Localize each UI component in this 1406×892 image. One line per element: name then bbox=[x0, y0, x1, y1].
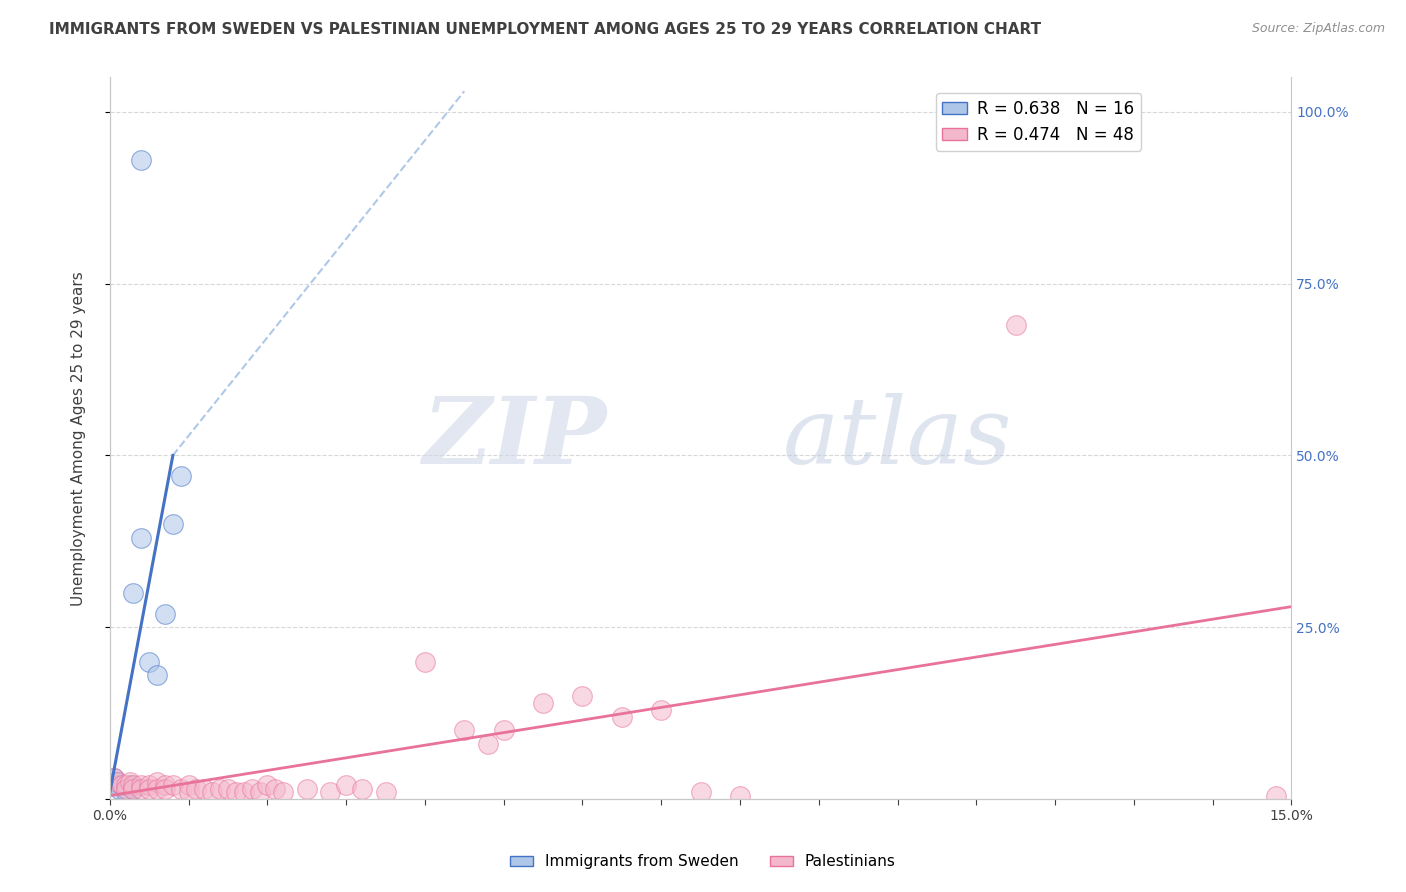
Point bbox=[153, 778, 176, 792]
Point bbox=[571, 689, 593, 703]
Point bbox=[335, 778, 357, 792]
Point bbox=[107, 775, 129, 789]
Point bbox=[374, 785, 396, 799]
Point bbox=[103, 772, 125, 786]
Point bbox=[193, 781, 215, 796]
Point bbox=[728, 789, 751, 803]
Point bbox=[108, 781, 131, 796]
Point bbox=[225, 785, 247, 799]
Point bbox=[162, 517, 184, 532]
Point bbox=[1264, 789, 1286, 803]
Point bbox=[177, 778, 200, 792]
Point bbox=[146, 781, 169, 796]
Point bbox=[118, 778, 141, 792]
Point bbox=[131, 778, 153, 792]
Point bbox=[209, 781, 232, 796]
Legend: Immigrants from Sweden, Palestinians: Immigrants from Sweden, Palestinians bbox=[505, 848, 901, 875]
Point bbox=[122, 781, 145, 796]
Point bbox=[131, 153, 153, 167]
Point bbox=[103, 772, 125, 786]
Text: IMMIGRANTS FROM SWEDEN VS PALESTINIAN UNEMPLOYMENT AMONG AGES 25 TO 29 YEARS COR: IMMIGRANTS FROM SWEDEN VS PALESTINIAN UN… bbox=[49, 22, 1042, 37]
Point bbox=[131, 781, 153, 796]
Point bbox=[122, 781, 145, 796]
Point bbox=[114, 778, 136, 792]
Point bbox=[118, 775, 141, 789]
Point bbox=[217, 781, 239, 796]
Point bbox=[146, 775, 169, 789]
Point bbox=[170, 781, 193, 796]
Point bbox=[138, 781, 160, 796]
Point bbox=[271, 785, 294, 799]
Point bbox=[1004, 318, 1026, 332]
Point bbox=[256, 778, 278, 792]
Point bbox=[111, 778, 134, 792]
Point bbox=[689, 785, 711, 799]
Point bbox=[531, 696, 554, 710]
Point bbox=[105, 775, 128, 789]
Point bbox=[453, 723, 475, 738]
Point bbox=[177, 785, 200, 799]
Point bbox=[107, 778, 129, 792]
Text: atlas: atlas bbox=[783, 393, 1012, 483]
Point bbox=[201, 785, 224, 799]
Point bbox=[413, 655, 436, 669]
Point bbox=[114, 781, 136, 796]
Text: ZIP: ZIP bbox=[422, 393, 606, 483]
Point bbox=[264, 781, 287, 796]
Point bbox=[492, 723, 515, 738]
Point bbox=[162, 778, 184, 792]
Point bbox=[232, 785, 254, 799]
Point bbox=[122, 586, 145, 600]
Point bbox=[114, 785, 136, 799]
Y-axis label: Unemployment Among Ages 25 to 29 years: Unemployment Among Ages 25 to 29 years bbox=[72, 271, 86, 606]
Point bbox=[146, 668, 169, 682]
Text: Source: ZipAtlas.com: Source: ZipAtlas.com bbox=[1251, 22, 1385, 36]
Point bbox=[138, 655, 160, 669]
Point bbox=[350, 781, 373, 796]
Point bbox=[153, 781, 176, 796]
Point bbox=[111, 778, 134, 792]
Point bbox=[295, 781, 318, 796]
Point bbox=[650, 703, 672, 717]
Point bbox=[186, 781, 208, 796]
Point bbox=[153, 607, 176, 621]
Point bbox=[170, 469, 193, 483]
Point bbox=[240, 781, 263, 796]
Point bbox=[114, 781, 136, 796]
Point bbox=[122, 778, 145, 792]
Point bbox=[138, 778, 160, 792]
Point bbox=[477, 737, 499, 751]
Point bbox=[131, 531, 153, 545]
Legend: R = 0.638   N = 16, R = 0.474   N = 48: R = 0.638 N = 16, R = 0.474 N = 48 bbox=[936, 93, 1142, 151]
Point bbox=[319, 785, 342, 799]
Point bbox=[249, 785, 271, 799]
Point bbox=[610, 709, 633, 723]
